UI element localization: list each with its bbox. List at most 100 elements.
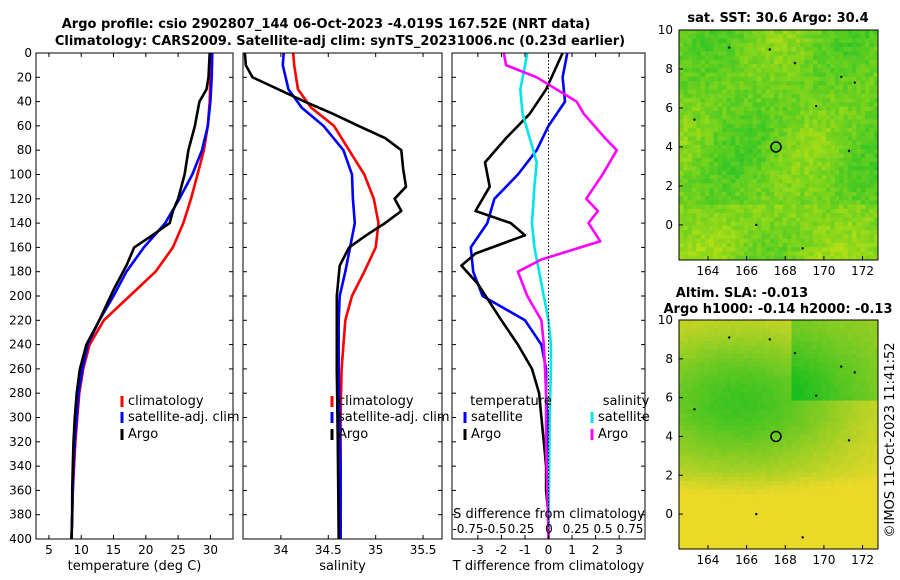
x-tick-label: 166	[735, 264, 758, 278]
series-temperature-argo	[460, 52, 564, 539]
y-tick-label: 60	[17, 119, 32, 133]
series-climatology	[70, 52, 213, 540]
x-axis-label: salinity	[319, 559, 366, 574]
island-mark	[755, 223, 758, 227]
island-mark	[693, 408, 696, 411]
y-tick-label: 200	[9, 289, 32, 303]
x-tick-label: -3	[472, 543, 484, 557]
island-mark	[793, 61, 797, 65]
legend-temp-1-label: satellite-adj. clim	[128, 410, 240, 425]
series-satellite-adj-clim	[281, 52, 357, 539]
island-mark	[793, 351, 797, 355]
legend-diff-s-argo-label: Argo	[598, 427, 628, 442]
secondary-tick-label: 0.25	[563, 522, 590, 536]
island-mark	[853, 81, 857, 84]
y-tick-label: 300	[9, 411, 32, 425]
legend-temp-0-label: climatology	[128, 394, 204, 409]
y-tick-label: 8	[665, 62, 673, 76]
x-tick-label: 164	[697, 264, 720, 278]
secondary-tick-label: 0.25	[508, 522, 535, 536]
x-tick-label: 172	[851, 264, 874, 278]
y-tick-label: 10	[658, 313, 673, 327]
x-tick-label: 34	[273, 543, 288, 557]
island-mark	[814, 104, 818, 108]
x-tick-label: 10	[74, 543, 89, 557]
figure-title-line2: Climatology: CARS2009. Satellite-adj cli…	[55, 34, 625, 49]
map-cells	[679, 30, 879, 261]
sst-map-panel: 164 166 168 170 172 0 2 4 6 8 10 sat. SST: 30.6 Arg…	[658, 11, 879, 278]
x-axis-label: temperature (deg C)	[68, 559, 202, 574]
island-mark	[840, 365, 843, 368]
island-mark	[853, 371, 857, 374]
x-tick-label: 5	[45, 543, 53, 557]
y-tick-label: 80	[17, 143, 32, 157]
y-tick-label: 220	[9, 313, 32, 327]
y-tick-label: 2	[665, 179, 673, 193]
legend-diff-t-sat-label: satellite	[471, 410, 523, 425]
y-tick-label: 120	[9, 192, 32, 206]
series-argo	[243, 52, 408, 540]
y-tick-label: 2	[665, 468, 673, 482]
y-tick-label: 380	[9, 508, 32, 522]
legend-sal-1-label: satellite-adj. clim	[338, 410, 450, 425]
island-mark	[728, 46, 731, 49]
legend-sal-2-label: Argo	[338, 427, 368, 442]
y-tick-label: 280	[9, 386, 32, 400]
x-tick-label: 1	[568, 543, 576, 557]
secondary-tick-label: -0.5	[483, 522, 506, 536]
x-tick-label: 172	[851, 553, 874, 567]
island-mark	[768, 338, 772, 341]
secondary-tick-label: 0.75	[617, 522, 644, 536]
x-tick-label: 164	[697, 553, 720, 567]
x-tick-label: 168	[774, 264, 797, 278]
x-tick-label: 170	[812, 553, 835, 567]
x-tick-label: 166	[735, 553, 758, 567]
y-tick-label: 400	[9, 532, 32, 546]
x-tick-label: 2	[592, 543, 600, 557]
y-tick-label: 160	[9, 240, 32, 254]
x-axis-label: T difference from climatology	[452, 559, 645, 574]
y-tick-label: 320	[9, 435, 32, 449]
argo-position-marker	[770, 430, 782, 443]
series-salinity-satellite	[519, 52, 553, 540]
sst-map-title: sat. SST: 30.6 Argo: 30.4	[687, 11, 868, 26]
map-frame	[678, 319, 879, 550]
series-satellite-adj-clim	[70, 52, 214, 540]
y-tick-label: 20	[17, 70, 32, 84]
x-tick-label: 25	[170, 543, 185, 557]
secondary-axis-label: S difference from climatology	[453, 507, 645, 522]
x-tick-label: 35.5	[410, 543, 437, 557]
x-tick-label: -2	[495, 543, 507, 557]
x-tick-label: 0	[545, 543, 553, 557]
secondary-tick-label: -0.75	[452, 522, 483, 536]
sla-map-subtitle: Argo h1000: -0.14 h2000: -0.13	[663, 302, 892, 317]
x-tick-label: 20	[138, 543, 153, 557]
map-frame	[678, 29, 879, 261]
legend-diff-t-argo-label: Argo	[471, 427, 501, 442]
x-tick-label: -1	[519, 543, 531, 557]
x-tick-label: 34.5	[315, 543, 342, 557]
island-mark	[728, 336, 731, 339]
x-tick-label: 30	[203, 543, 218, 557]
axes-frame	[242, 52, 443, 540]
y-tick-label: 4	[665, 140, 673, 154]
island-mark	[768, 48, 772, 51]
island-mark	[755, 512, 758, 516]
island-mark	[801, 247, 804, 250]
island-mark	[801, 536, 804, 539]
y-tick-label: 240	[9, 338, 32, 352]
map-cells	[679, 320, 879, 550]
y-tick-label: 4	[665, 429, 673, 443]
island-mark	[847, 439, 851, 442]
legend-sal-0-label: climatology	[338, 394, 414, 409]
y-tick-label: 10	[658, 23, 673, 37]
y-tick-label: 340	[9, 459, 32, 473]
y-tick-label: 100	[9, 168, 32, 182]
legend-title-salinity: salinity	[603, 394, 650, 409]
island-mark	[693, 118, 696, 121]
y-tick-label: 6	[665, 391, 673, 405]
y-tick-label: 360	[9, 483, 32, 497]
